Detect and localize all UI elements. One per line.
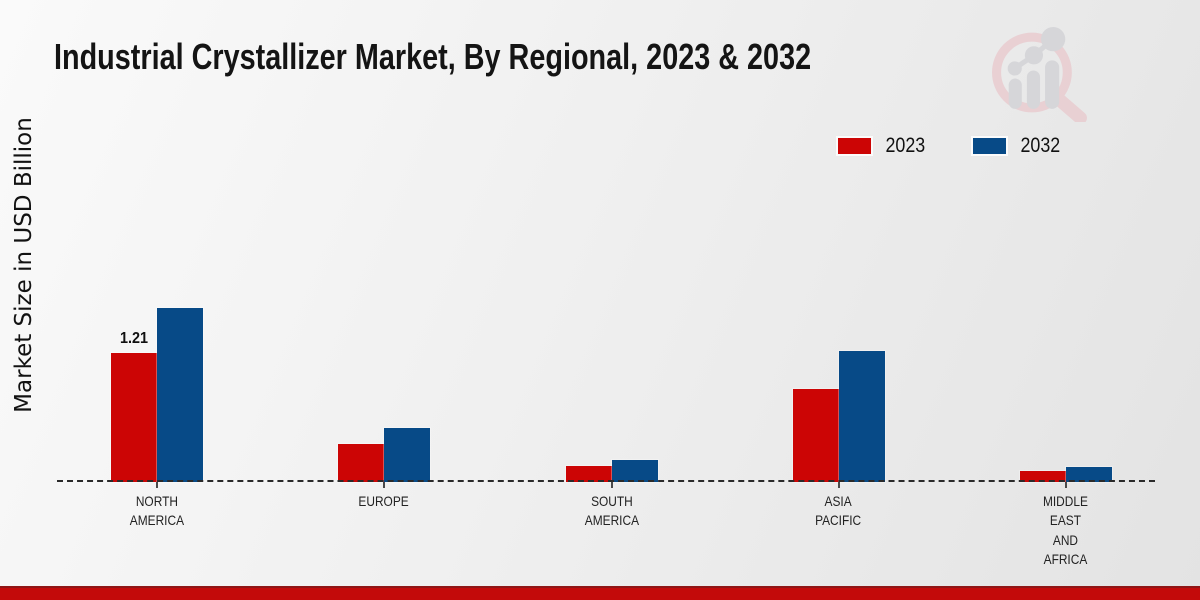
category-label-text: EUROPE — [358, 493, 410, 509]
category-label: SOUTH AMERICA — [532, 492, 692, 531]
x-axis-baseline — [57, 480, 1155, 482]
bar-2032 — [384, 428, 430, 482]
logo-dot-small — [1007, 61, 1022, 76]
bar-2032 — [157, 308, 203, 482]
bar-2032 — [1065, 467, 1112, 482]
bar-2032 — [838, 351, 885, 482]
legend-swatch-2023 — [836, 136, 873, 156]
bar-group — [338, 428, 430, 482]
category-label: NORTH AMERICA — [77, 492, 237, 531]
axis-tick — [156, 482, 158, 488]
legend: 2023 2032 — [836, 134, 1064, 158]
bar-group — [1019, 467, 1112, 482]
axis-tick — [1064, 482, 1067, 488]
chart-title: Industrial Crystallizer Market, By Regio… — [54, 36, 1000, 78]
logo-dot-large — [1041, 27, 1066, 52]
data-label: 1.21 — [119, 330, 149, 347]
legend-label-2023: 2023 — [885, 134, 926, 157]
bar-group — [565, 460, 658, 482]
category-label-text: NORTH AMERICA — [129, 493, 185, 529]
legend-swatch-2032 — [970, 136, 1008, 156]
bar-2023 — [338, 444, 384, 482]
magnifier-handle — [1051, 92, 1087, 122]
legend-label-2032: 2032 — [1020, 134, 1060, 157]
logo-bar-large — [1045, 60, 1060, 109]
bar-2023 — [792, 389, 839, 482]
bar-2032 — [611, 460, 658, 482]
logo-bar-medium — [1026, 70, 1041, 109]
category-label: MIDDLE EAST AND AFRICA — [986, 492, 1146, 569]
bar-2023 — [565, 466, 612, 482]
category-label-text: MIDDLE EAST AND AFRICA — [1043, 493, 1088, 567]
market-research-future-logo-icon — [992, 27, 1087, 122]
footer-red-band — [0, 586, 1200, 600]
logo-bar-small — [1008, 78, 1022, 109]
category-label-text: ASIA PACIFIC — [815, 493, 862, 529]
axis-tick — [837, 482, 840, 488]
category-label: ASIA PACIFIC — [759, 492, 919, 531]
category-label: EUROPE — [304, 492, 464, 511]
bar-group — [792, 351, 885, 482]
axis-tick — [610, 482, 613, 488]
legend-item-2032: 2032 — [970, 134, 1064, 158]
logo-dot-medium — [1024, 46, 1044, 65]
category-label-text: SOUTH AMERICA — [584, 493, 639, 529]
bar-2023: 1.21 — [111, 330, 157, 482]
chart-title-text: Industrial Crystallizer Market, By Regio… — [54, 36, 812, 77]
bar-group: 1.21 — [111, 308, 203, 482]
legend-item-2023: 2023 — [836, 134, 929, 158]
axis-tick — [383, 482, 385, 488]
bar-2023 — [1019, 471, 1066, 482]
